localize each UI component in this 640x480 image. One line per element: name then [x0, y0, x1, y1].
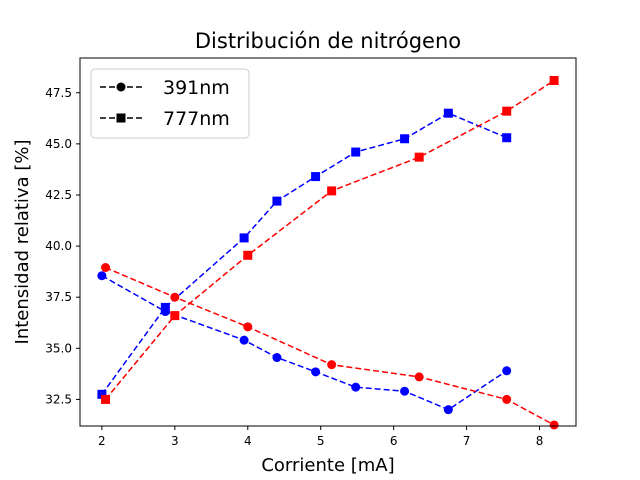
plot-frame — [79, 57, 577, 427]
data-point — [243, 250, 253, 260]
legend-marker-square — [116, 113, 126, 123]
x-tick-label: 2 — [98, 434, 106, 448]
series-3 — [101, 75, 559, 404]
y-axis-title: Intensidad relativa [%] — [12, 140, 33, 345]
x-tick-label: 5 — [317, 434, 325, 448]
data-point — [97, 389, 107, 399]
data-point — [239, 233, 249, 243]
plot-area — [97, 75, 559, 430]
data-point — [414, 372, 424, 382]
x-tick-label: 7 — [463, 434, 471, 448]
data-point — [443, 108, 453, 118]
data-point — [101, 394, 111, 404]
data-point — [272, 196, 282, 206]
data-point — [272, 353, 282, 363]
data-point — [243, 322, 253, 332]
y-tick-label: 32.5 — [45, 392, 72, 406]
data-point — [101, 263, 111, 273]
x-tick-label: 6 — [390, 434, 398, 448]
data-point — [414, 152, 424, 162]
data-point — [502, 106, 512, 116]
data-point — [170, 311, 180, 321]
data-point — [327, 360, 337, 370]
data-point — [351, 382, 361, 392]
y-tick-label: 40.0 — [45, 239, 72, 253]
x-axis-title: Corriente [mA] — [261, 455, 394, 476]
data-point — [170, 292, 180, 302]
legend-marker-circle — [116, 82, 126, 92]
x-tick-label: 4 — [244, 434, 252, 448]
series-1 — [97, 108, 512, 399]
legend: 391nm 777nm — [90, 68, 250, 139]
x-tick-label: 8 — [536, 434, 544, 448]
data-point — [97, 271, 107, 281]
data-point — [502, 394, 512, 404]
chart-title: Distribución de nitrógeno — [195, 29, 461, 53]
y-tick-label: 35.0 — [45, 341, 72, 355]
legend-label-391nm: 391nm — [163, 77, 230, 99]
data-point — [502, 366, 512, 376]
data-point — [239, 335, 249, 345]
data-point — [549, 75, 559, 85]
data-point — [400, 386, 410, 396]
data-point — [443, 405, 453, 415]
y-tick-label: 42.5 — [45, 188, 72, 202]
series-2 — [101, 263, 559, 430]
data-point — [549, 420, 559, 430]
data-point — [311, 367, 321, 377]
data-point — [400, 134, 410, 144]
data-point — [502, 133, 512, 143]
data-point — [351, 147, 361, 157]
y-tick-label: 47.5 — [45, 86, 72, 100]
data-point — [311, 172, 321, 182]
axis-ticks: 2 3 4 5 6 7 8 32.5 35.0 37.5 40.0 42.5 45.0 47.5 — [45, 86, 543, 448]
series-0 — [97, 271, 512, 415]
legend-label-777nm: 777nm — [163, 108, 230, 130]
x-tick-label: 3 — [171, 434, 179, 448]
data-point — [327, 186, 337, 196]
y-tick-label: 37.5 — [45, 290, 72, 304]
y-tick-label: 45.0 — [45, 137, 72, 151]
data-point — [160, 302, 170, 312]
